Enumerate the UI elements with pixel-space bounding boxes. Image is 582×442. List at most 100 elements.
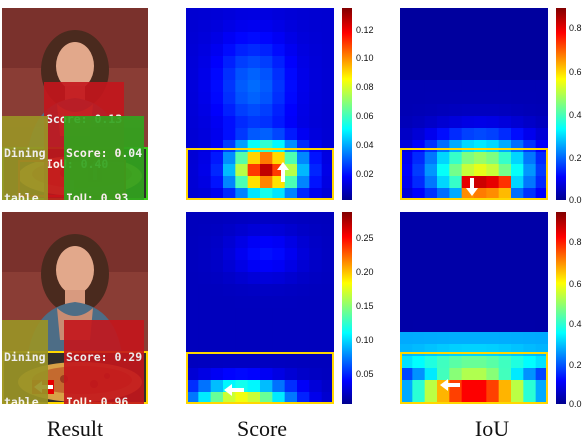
heatmap-cell [272,140,286,153]
heatmap-cell [498,152,512,165]
label-line: Score: 0.29 [66,350,143,364]
heatmap-cell [272,332,286,345]
heatmap-cell [309,272,323,285]
colorbar-gradient [342,212,352,404]
heatmap-cell [511,44,524,57]
heatmap-cell [449,128,463,141]
heatmap-cell [235,104,249,117]
heatmap-cell [535,356,548,369]
heatmap-cell [309,176,323,189]
heatmap-cell [400,104,413,117]
heatmap-cell [321,188,334,200]
heatmap-cell [186,32,199,45]
heatmap-cell [523,20,537,33]
heatmap-cell [412,188,426,200]
heatmap-cell [247,368,261,381]
heatmap-cell [321,104,334,117]
heatmap-cell [486,164,500,177]
heatmap-cell [284,368,298,381]
heatmap-cell [437,368,450,381]
colorbar-tick: 0.08 [356,82,374,92]
heatmap-cell [247,164,261,177]
label-line: IoU: 0.96 [66,395,129,404]
heatmap-cell [511,332,524,345]
heatmap-cell [223,68,236,81]
heatmap-cell [412,248,426,261]
heatmap-cell [321,32,334,45]
heatmap-cell [297,296,310,309]
heatmap-cell [535,284,548,297]
heatmap-cell [210,320,224,333]
heatmap-cell [474,152,487,165]
heatmap-cell [474,116,487,129]
heatmap-cell [260,32,273,45]
heatmap-cell [198,20,212,33]
heatmap-cell [486,104,500,117]
heatmap-cell [424,104,438,117]
heatmap-cell [474,344,487,357]
heatmap-cell [247,8,261,21]
heatmap-cell [424,152,438,165]
heatmap-cell [511,164,524,177]
heatmap-cell [186,44,199,57]
heatmap-cell [474,92,487,105]
heatmap-cell [198,332,212,345]
colorbar-tick: 0.20 [356,267,374,277]
heatmap-cell [186,176,199,189]
colorbar-tick: 0.12 [356,25,374,35]
heatmap-cell [272,392,286,404]
heatmap-cell [309,224,323,237]
heatmap-cell [260,152,273,165]
heatmap-cell [437,236,450,249]
heatmap-cell [523,164,537,177]
heatmap-cell [400,284,413,297]
heatmap-cell [437,140,450,153]
colorbar-tick: 0.8 [569,237,582,247]
heatmap-cell [223,116,236,129]
heatmap-cell [523,56,537,69]
heatmap-cell [449,284,463,297]
heatmap-cell [198,356,212,369]
heatmap-cell [437,260,450,273]
heatmap-cell [272,320,286,333]
heatmap-cell [272,224,286,237]
colorbar-tick: 0.2 [569,360,582,370]
heatmap-cell [260,44,273,57]
heatmap-cell [321,236,334,249]
heatmap-cell [437,152,450,165]
heatmap-cell [247,212,261,225]
heatmap-cell [198,68,212,81]
heatmap-cell [309,260,323,273]
heatmap-cell [321,68,334,81]
heatmap-cell [412,284,426,297]
heatmap-cell [247,296,261,309]
heatmap-cell [297,380,310,393]
heatmap-cell [461,236,475,249]
heatmap-cell [235,8,249,21]
ground-truth-box [186,352,334,404]
heatmap-cell [498,68,512,81]
heatmap-cell [486,188,500,200]
heatmap-cell [511,320,524,333]
heatmap-cell [186,152,199,165]
heatmap-cell [461,308,475,321]
heatmap-cell [309,116,323,129]
heatmap-cell [284,176,298,189]
heatmap-cell [198,344,212,357]
heatmap-cell [210,8,224,21]
heatmap-cell [535,152,548,165]
heatmap-cell [272,32,286,45]
heatmap-cell [486,56,500,69]
heatmap-cell [321,92,334,105]
heatmap-cell [424,188,438,200]
heatmap-cell [247,80,261,93]
heatmap-cell [449,104,463,117]
heatmap-cell [247,20,261,33]
heatmap-cell [449,344,463,357]
heatmap-cell [321,272,334,285]
heatmap-cell [297,152,310,165]
heatmap-cell [498,368,512,381]
heatmap-cell [400,356,413,369]
heatmap-cell [223,272,236,285]
heatmap-cell [321,44,334,57]
